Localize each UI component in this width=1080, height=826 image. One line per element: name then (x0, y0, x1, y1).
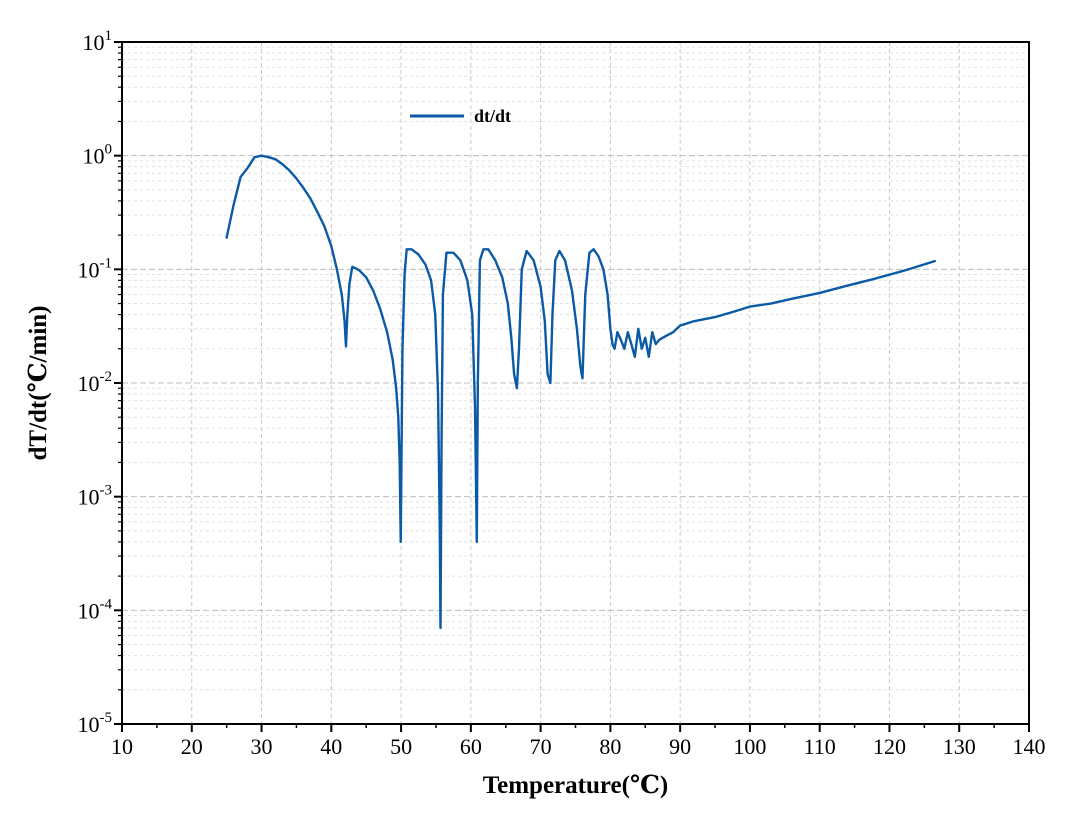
x-tick-label: 120 (873, 734, 906, 759)
y-tick-exponent: -4 (100, 596, 113, 612)
y-tick-base: 10 (78, 485, 100, 510)
x-tick-label: 130 (943, 734, 976, 759)
y-tick-exponent: -3 (100, 483, 113, 499)
y-tick-exponent: -1 (100, 255, 113, 271)
x-tick-label: 40 (320, 734, 342, 759)
legend: dt/dt (410, 106, 511, 126)
x-tick-label: 30 (251, 734, 273, 759)
series-layer (225, 154, 937, 630)
x-tick-label: 90 (669, 734, 691, 759)
y-tick-exponent: -2 (100, 369, 113, 385)
y-tick-label: 100 (83, 142, 113, 169)
y-tick-label: 10-2 (78, 369, 113, 396)
y-tick-base: 10 (83, 144, 105, 169)
x-tick-label: 20 (181, 734, 203, 759)
x-tick-label: 110 (804, 734, 836, 759)
y-tick-base: 10 (78, 371, 100, 396)
series-line-0 (225, 154, 937, 630)
y-axis-title: dT/dt(℃/min) (25, 306, 52, 461)
y-tick-base: 10 (78, 712, 100, 737)
x-tick-label: 70 (530, 734, 552, 759)
y-tick-exponent: 0 (105, 142, 113, 158)
y-tick-label: 10-3 (78, 483, 113, 510)
tick-labels: 10 20 30 40 50 60 70 80 90 100 110 120 130 14010-510-… (78, 28, 1046, 759)
x-axis-title: Temperature(℃) (483, 772, 668, 799)
y-tick-base: 10 (83, 30, 105, 55)
legend-label: dt/dt (474, 106, 511, 126)
x-tick-label: 10 (111, 734, 133, 759)
y-tick-label: 10-5 (78, 710, 113, 737)
grid (122, 42, 1029, 724)
y-tick-exponent: 1 (105, 28, 113, 44)
x-tick-label: 50 (390, 734, 412, 759)
y-tick-label: 10-4 (78, 596, 113, 623)
plot-frame (121, 41, 1030, 725)
x-tick-label: 80 (599, 734, 621, 759)
y-tick-base: 10 (78, 257, 100, 282)
y-tick-label: 10-1 (78, 255, 113, 282)
x-tick-label: 100 (733, 734, 766, 759)
y-tick-exponent: -5 (100, 710, 113, 726)
x-tick-label: 140 (1013, 734, 1046, 759)
y-tick-label: 101 (83, 28, 113, 55)
x-tick-label: 60 (460, 734, 482, 759)
y-tick-base: 10 (78, 598, 100, 623)
